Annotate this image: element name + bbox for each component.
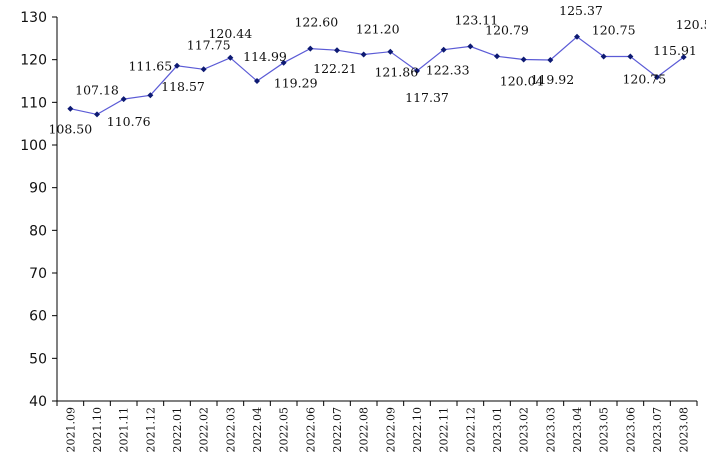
data-label: 111.65 [128, 58, 172, 73]
data-point [360, 51, 367, 58]
x-tick-label: 2023.05 [598, 407, 611, 453]
data-label: 120.44 [208, 26, 252, 41]
x-tick-label: 2023.07 [651, 407, 664, 453]
data-point [627, 53, 634, 60]
data-label: 122.33 [426, 63, 470, 78]
data-labels: 108.50107.18110.76111.65118.57117.75120.… [48, 3, 706, 137]
data-point [147, 92, 154, 99]
data-point [467, 43, 474, 50]
y-tick-label: 110 [20, 95, 47, 111]
data-label: 120.59 [676, 17, 706, 32]
data-point [227, 54, 234, 61]
data-label: 117.75 [187, 37, 231, 52]
data-point [440, 46, 447, 53]
data-label: 110.76 [107, 114, 151, 129]
data-point [67, 105, 74, 112]
data-label: 120.04 [500, 73, 544, 88]
data-point [547, 57, 554, 64]
x-tick-label: 2023.04 [571, 407, 584, 453]
data-label: 120.79 [485, 22, 529, 37]
x-tick-label: 2023.08 [678, 407, 691, 453]
data-label: 107.18 [75, 82, 119, 97]
x-tick-label: 2022.08 [358, 407, 371, 453]
data-label: 123.11 [454, 12, 498, 27]
data-point [334, 47, 340, 54]
data-point [174, 62, 180, 69]
y-tick-label: 130 [20, 10, 47, 26]
data-label: 125.37 [559, 3, 603, 18]
x-tick-label: 2022.09 [384, 407, 397, 453]
x-tick-label: 2022.07 [331, 407, 344, 453]
data-label: 120.75 [622, 71, 666, 86]
data-label: 119.29 [274, 76, 318, 91]
y-tick-label: 80 [29, 223, 47, 239]
data-point [680, 54, 687, 61]
series-line [70, 36, 685, 116]
data-point [574, 33, 580, 40]
data-point [200, 66, 207, 73]
data-point [520, 56, 527, 63]
x-tick-label: 2022.11 [438, 407, 451, 453]
data-label: 120.75 [592, 22, 636, 37]
x-tick-label: 2021.10 [91, 407, 104, 453]
x-tick-label: 2023.06 [624, 407, 637, 453]
x-tick-label: 2022.12 [464, 407, 477, 453]
data-point [94, 111, 100, 118]
data-label: 122.60 [294, 15, 338, 30]
x-tick-label: 2022.06 [304, 407, 317, 453]
data-label: 121.86 [374, 65, 418, 80]
x-tick-label: 2022.02 [198, 407, 211, 453]
data-point [494, 53, 500, 60]
data-label: 115.91 [653, 43, 697, 58]
data-point [280, 59, 287, 66]
data-point [414, 67, 420, 74]
x-tick-label: 2022.03 [224, 407, 237, 453]
x-tick-label: 2023.02 [518, 407, 531, 453]
data-label: 108.50 [48, 122, 92, 137]
data-label: 119.92 [530, 72, 574, 87]
series-points [67, 33, 687, 118]
y-tick-label: 40 [29, 394, 47, 410]
x-tick-label: 2021.09 [64, 407, 77, 453]
x-tick-label: 2022.10 [411, 407, 424, 453]
y-tick-label: 60 [29, 309, 47, 325]
data-label: 114.99 [243, 49, 287, 64]
data-point [387, 48, 394, 55]
x-tick-label: 2022.01 [171, 407, 184, 453]
y-tick-label: 90 [29, 181, 47, 197]
x-tick-label: 2021.12 [144, 407, 157, 453]
data-point [654, 74, 660, 81]
y-tick-label: 100 [20, 138, 47, 154]
data-point [600, 53, 607, 60]
data-point [307, 45, 314, 52]
y-tick-label: 120 [20, 53, 47, 69]
x-tick-label: 2023.01 [491, 407, 504, 453]
data-label: 122.21 [313, 61, 357, 76]
x-tick-label: 2022.05 [278, 407, 291, 453]
y-axis-ticks: 40 50 60 70 80 90 100 110 120 130 [20, 10, 57, 410]
x-axis-ticks: 2021.09 2021.10 2021.11 2021.12 2022.01 2022.… [56, 401, 698, 453]
y-tick-label: 70 [29, 266, 47, 282]
x-tick-label: 2022.04 [251, 407, 264, 453]
y-tick-label: 50 [29, 351, 47, 367]
x-tick-label: 2023.03 [544, 407, 557, 453]
data-point [254, 78, 260, 85]
data-label: 118.57 [161, 79, 205, 94]
data-label: 121.20 [356, 22, 400, 37]
data-label: 117.37 [405, 90, 449, 105]
series-polyline [70, 36, 685, 116]
x-tick-label: 2021.11 [118, 407, 131, 453]
data-point [120, 96, 127, 103]
